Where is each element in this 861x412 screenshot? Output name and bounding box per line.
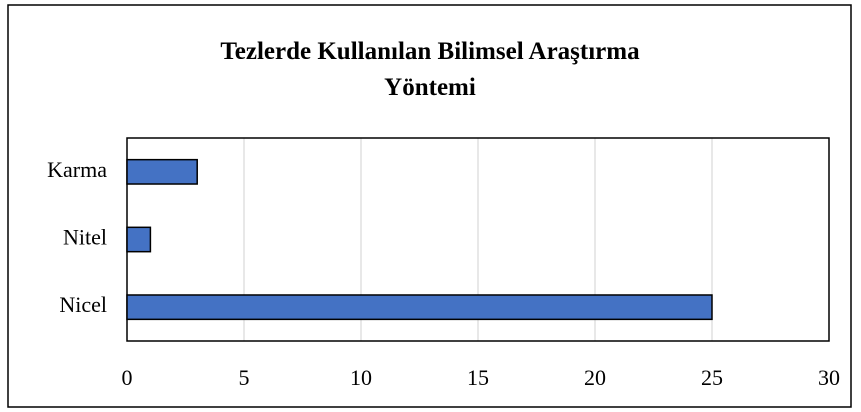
chart-border	[7, 4, 852, 408]
y-tick-label: Nitel	[63, 225, 107, 250]
x-tick-label: 20	[584, 365, 606, 390]
x-tick-label: 10	[350, 365, 372, 390]
bar	[126, 226, 152, 253]
x-tick-label: 0	[122, 365, 133, 390]
y-tick-label: Karma	[47, 157, 107, 182]
x-tick-label: 30	[818, 365, 840, 390]
x-tick-label: 25	[701, 365, 723, 390]
x-tick-label: 5	[239, 365, 250, 390]
bar	[126, 294, 713, 321]
x-tick-label: 15	[467, 365, 489, 390]
chart-title: Tezlerde Kullanılan Bilimsel Araştırma Y…	[220, 38, 640, 101]
y-tick-label: Nicel	[59, 292, 107, 317]
bar	[126, 158, 198, 185]
